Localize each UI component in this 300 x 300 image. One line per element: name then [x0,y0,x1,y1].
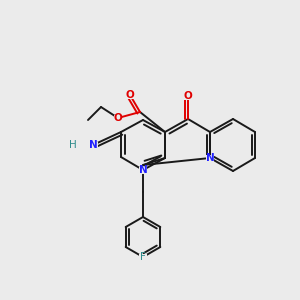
Bar [184,92,192,100]
Text: N: N [139,165,147,175]
Text: N: N [206,153,214,163]
Bar [126,92,134,98]
Text: H: H [69,140,77,150]
Bar [139,254,147,260]
Bar [114,115,122,122]
Text: F: F [140,252,146,262]
Text: N: N [88,140,98,150]
Text: O: O [126,90,134,100]
Text: O: O [114,113,122,123]
Bar [206,154,214,161]
Bar [88,142,98,148]
Bar [139,167,147,173]
Text: O: O [184,91,192,101]
